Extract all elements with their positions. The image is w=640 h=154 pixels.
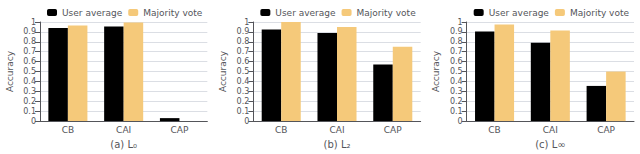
svg-text:0: 0 (458, 117, 463, 126)
svg-text:1: 1 (244, 18, 249, 27)
svg-text:0.6: 0.6 (237, 57, 250, 66)
svg-text:0.3: 0.3 (450, 87, 463, 96)
svg-text:0.3: 0.3 (23, 87, 36, 96)
svg-text:CB: CB (488, 125, 500, 135)
svg-text:0.4: 0.4 (23, 77, 36, 86)
svg-text:User average: User average (489, 8, 550, 18)
svg-text:Majority vote: Majority vote (357, 8, 417, 18)
svg-text:Majority vote: Majority vote (143, 8, 203, 18)
svg-text:0.5: 0.5 (450, 67, 463, 76)
svg-text:CB: CB (62, 125, 74, 135)
svg-text:0.9: 0.9 (23, 27, 36, 36)
svg-text:0.3: 0.3 (237, 87, 250, 96)
svg-text:0.6: 0.6 (450, 57, 463, 66)
svg-text:(a) L₀: (a) L₀ (110, 139, 137, 150)
svg-text:(b) L₂: (b) L₂ (324, 139, 351, 150)
svg-text:Majority vote: Majority vote (570, 8, 630, 18)
svg-text:0.4: 0.4 (237, 77, 250, 86)
svg-text:CAP: CAP (597, 125, 615, 135)
svg-text:CAI: CAI (543, 125, 558, 135)
svg-text:0: 0 (244, 117, 249, 126)
svg-text:0.8: 0.8 (450, 37, 463, 46)
svg-text:0: 0 (31, 117, 36, 126)
svg-text:0.5: 0.5 (237, 67, 250, 76)
svg-text:(c) L∞: (c) L∞ (535, 139, 565, 150)
svg-text:1: 1 (458, 18, 463, 27)
svg-text:0.1: 0.1 (23, 107, 36, 116)
svg-text:0.9: 0.9 (450, 27, 463, 36)
svg-text:1: 1 (31, 18, 36, 27)
svg-text:0.2: 0.2 (23, 97, 36, 106)
svg-text:0.7: 0.7 (23, 47, 36, 56)
svg-text:0.4: 0.4 (450, 77, 463, 86)
svg-text:Accuracy: Accuracy (5, 50, 15, 92)
svg-text:0.2: 0.2 (237, 97, 250, 106)
svg-text:0.9: 0.9 (237, 27, 250, 36)
svg-text:0.8: 0.8 (237, 37, 250, 46)
svg-text:CAP: CAP (384, 125, 402, 135)
svg-text:0.6: 0.6 (23, 57, 36, 66)
svg-text:CAI: CAI (116, 125, 131, 135)
svg-text:0.7: 0.7 (450, 47, 463, 56)
svg-text:Accuracy: Accuracy (431, 50, 441, 92)
svg-text:CB: CB (275, 125, 287, 135)
svg-text:User average: User average (275, 8, 336, 18)
svg-text:0.1: 0.1 (237, 107, 250, 116)
svg-text:0.2: 0.2 (450, 97, 463, 106)
svg-text:User average: User average (62, 8, 123, 18)
svg-text:0.1: 0.1 (450, 107, 463, 116)
svg-text:CAP: CAP (171, 125, 189, 135)
svg-text:Accuracy: Accuracy (218, 50, 228, 92)
svg-text:0.7: 0.7 (237, 47, 250, 56)
svg-text:0.5: 0.5 (23, 67, 36, 76)
svg-text:0.8: 0.8 (23, 37, 36, 46)
svg-text:CAI: CAI (329, 125, 344, 135)
